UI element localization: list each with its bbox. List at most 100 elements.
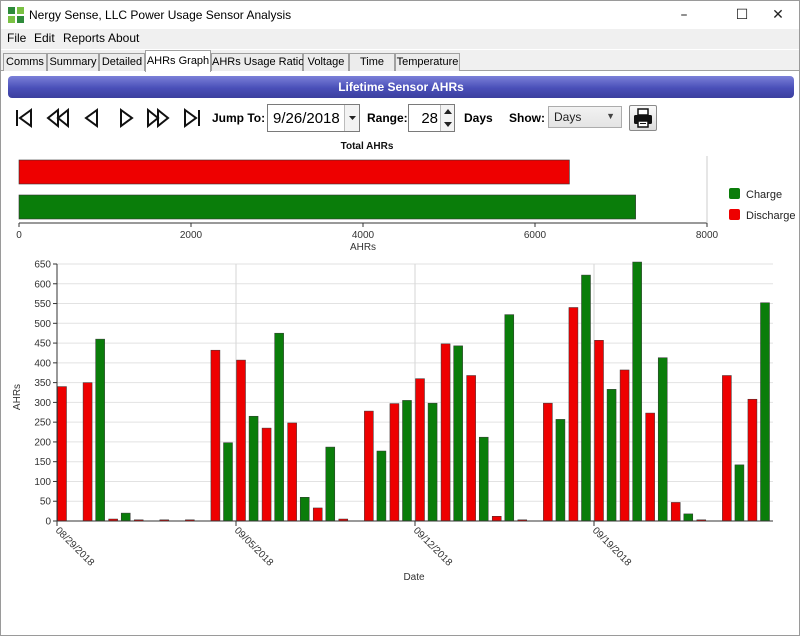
legend-label-charge: Charge (746, 189, 782, 201)
close-button[interactable]: ✕ (772, 7, 784, 23)
daily-chart-ylabel: AHRs (12, 384, 23, 410)
daily-ahrs-chart: 0 50 100 150 200 250 300 350 400 450 500 550 600 650 0… (12, 260, 773, 583)
discharge-bar (261, 427, 272, 522)
range-down-button[interactable] (440, 118, 454, 131)
total-bar-discharge (18, 159, 570, 185)
first-icon[interactable] (13, 106, 35, 130)
discharge-bar (645, 412, 655, 522)
menu-file[interactable]: File (7, 31, 27, 45)
total-x-tick-label: 4000 (352, 230, 375, 241)
range-unit-label: Days (464, 111, 493, 125)
tab-ahrs-usage-ratio[interactable]: AHRs Usage Ratio (211, 53, 304, 71)
charge-bar (402, 400, 412, 522)
jump-date-picker[interactable]: 9/26/2018 (267, 104, 360, 132)
menu-about[interactable]: About (108, 31, 140, 45)
jump-date-value[interactable]: 9/26/2018 (273, 110, 340, 127)
total-x-tick-label: 0 (16, 230, 22, 241)
chevron-down-icon (349, 116, 356, 120)
discharge-bar (568, 307, 579, 522)
fast-back-icon[interactable] (46, 106, 70, 130)
total-bar-charge (18, 194, 636, 220)
charge-bar (325, 446, 336, 522)
y-tick-label: 200 (34, 437, 51, 448)
fast-forward-icon[interactable] (146, 106, 170, 130)
tab-comms[interactable]: Comms (3, 53, 47, 71)
charge-bar (427, 402, 438, 522)
tab-detailed[interactable]: Detailed (99, 53, 145, 71)
last-icon[interactable] (181, 106, 203, 130)
menu-edit[interactable]: Edit (34, 31, 55, 45)
y-tick-label: 550 (34, 299, 51, 310)
chevron-down-icon: ▼ (606, 111, 615, 121)
show-label: Show: (509, 111, 545, 125)
print-button[interactable] (629, 105, 657, 131)
discharge-bar (594, 340, 604, 522)
range-up-button[interactable] (440, 105, 454, 118)
y-tick-label: 450 (34, 339, 51, 350)
range-label: Range: (367, 111, 408, 125)
y-tick-label: 0 (45, 517, 51, 528)
x-tick-label: 08/29/2018 (53, 525, 96, 568)
maximize-button[interactable]: ☐ (735, 7, 749, 23)
range-stepper[interactable]: 28 (408, 104, 455, 132)
tab-temperature[interactable]: Temperature (395, 53, 460, 71)
charge-bar (274, 332, 284, 522)
tab-ahrs-graph[interactable]: AHRs Graph (145, 50, 211, 72)
discharge-bar (747, 398, 758, 522)
discharge-bar (440, 343, 451, 522)
discharge-bar (466, 375, 476, 522)
discharge-bar (722, 375, 732, 522)
charge-bar (657, 357, 668, 522)
charge-bar (683, 513, 694, 522)
minimize-button[interactable]: – (680, 7, 688, 23)
discharge-bar (287, 422, 297, 522)
forward-icon[interactable] (115, 106, 137, 130)
date-dropdown-button[interactable] (344, 105, 359, 131)
show-select[interactable]: Days ▼ (548, 106, 622, 128)
charge-bar (606, 389, 617, 522)
charge-bar (299, 497, 310, 522)
total-chart-title: Total AHRs (341, 141, 394, 152)
total-x-tick-label: 2000 (180, 230, 203, 241)
x-tick-label: 09/12/2018 (411, 525, 454, 568)
tab-summary[interactable]: Summary (47, 53, 99, 71)
menu-reports[interactable]: Reports (63, 31, 106, 45)
y-tick-label: 300 (34, 398, 51, 409)
total-x-tick-label: 6000 (524, 230, 547, 241)
y-tick-label: 100 (34, 477, 51, 488)
charge-bar (478, 436, 489, 522)
range-value[interactable]: 28 (421, 110, 438, 127)
discharge-bar (312, 507, 323, 522)
total-chart-xlabel: AHRs (350, 242, 376, 253)
tab-strip: Comms Summary Detailed AHRs Graph AHRs U… (1, 50, 799, 72)
daily-chart-xlabel: Date (403, 572, 425, 583)
y-tick-label: 50 (40, 497, 52, 508)
discharge-bar (389, 403, 400, 522)
y-tick-label: 400 (34, 358, 51, 369)
charge-bar (223, 442, 233, 522)
y-tick-label: 150 (34, 457, 51, 468)
printer-icon (634, 108, 652, 128)
discharge-bar (619, 369, 630, 522)
chevron-down-icon (444, 122, 452, 127)
window-title: Nergy Sense, LLC Power Usage Sensor Anal… (29, 8, 292, 22)
jump-to-label: Jump To: (212, 111, 266, 125)
legend-swatch-charge (729, 188, 740, 199)
tab-voltage[interactable]: Voltage (303, 53, 349, 71)
section-banner: Lifetime Sensor AHRs (8, 76, 794, 98)
title-bar: Nergy Sense, LLC Power Usage Sensor Anal… (1, 1, 799, 29)
charge-bar (120, 512, 131, 522)
legend-label-discharge: Discharge (746, 210, 796, 222)
discharge-bar (670, 502, 681, 522)
discharge-bar (364, 410, 374, 522)
y-tick-label: 350 (34, 378, 51, 389)
charge-bar (453, 345, 463, 522)
back-icon[interactable] (81, 106, 103, 130)
discharge-bar (210, 349, 221, 522)
charge-bar (376, 450, 387, 522)
total-x-tick-label: 8000 (696, 230, 719, 241)
legend-swatch-discharge (729, 209, 740, 220)
show-select-value: Days (554, 110, 582, 124)
tab-time[interactable]: Time (349, 53, 395, 71)
